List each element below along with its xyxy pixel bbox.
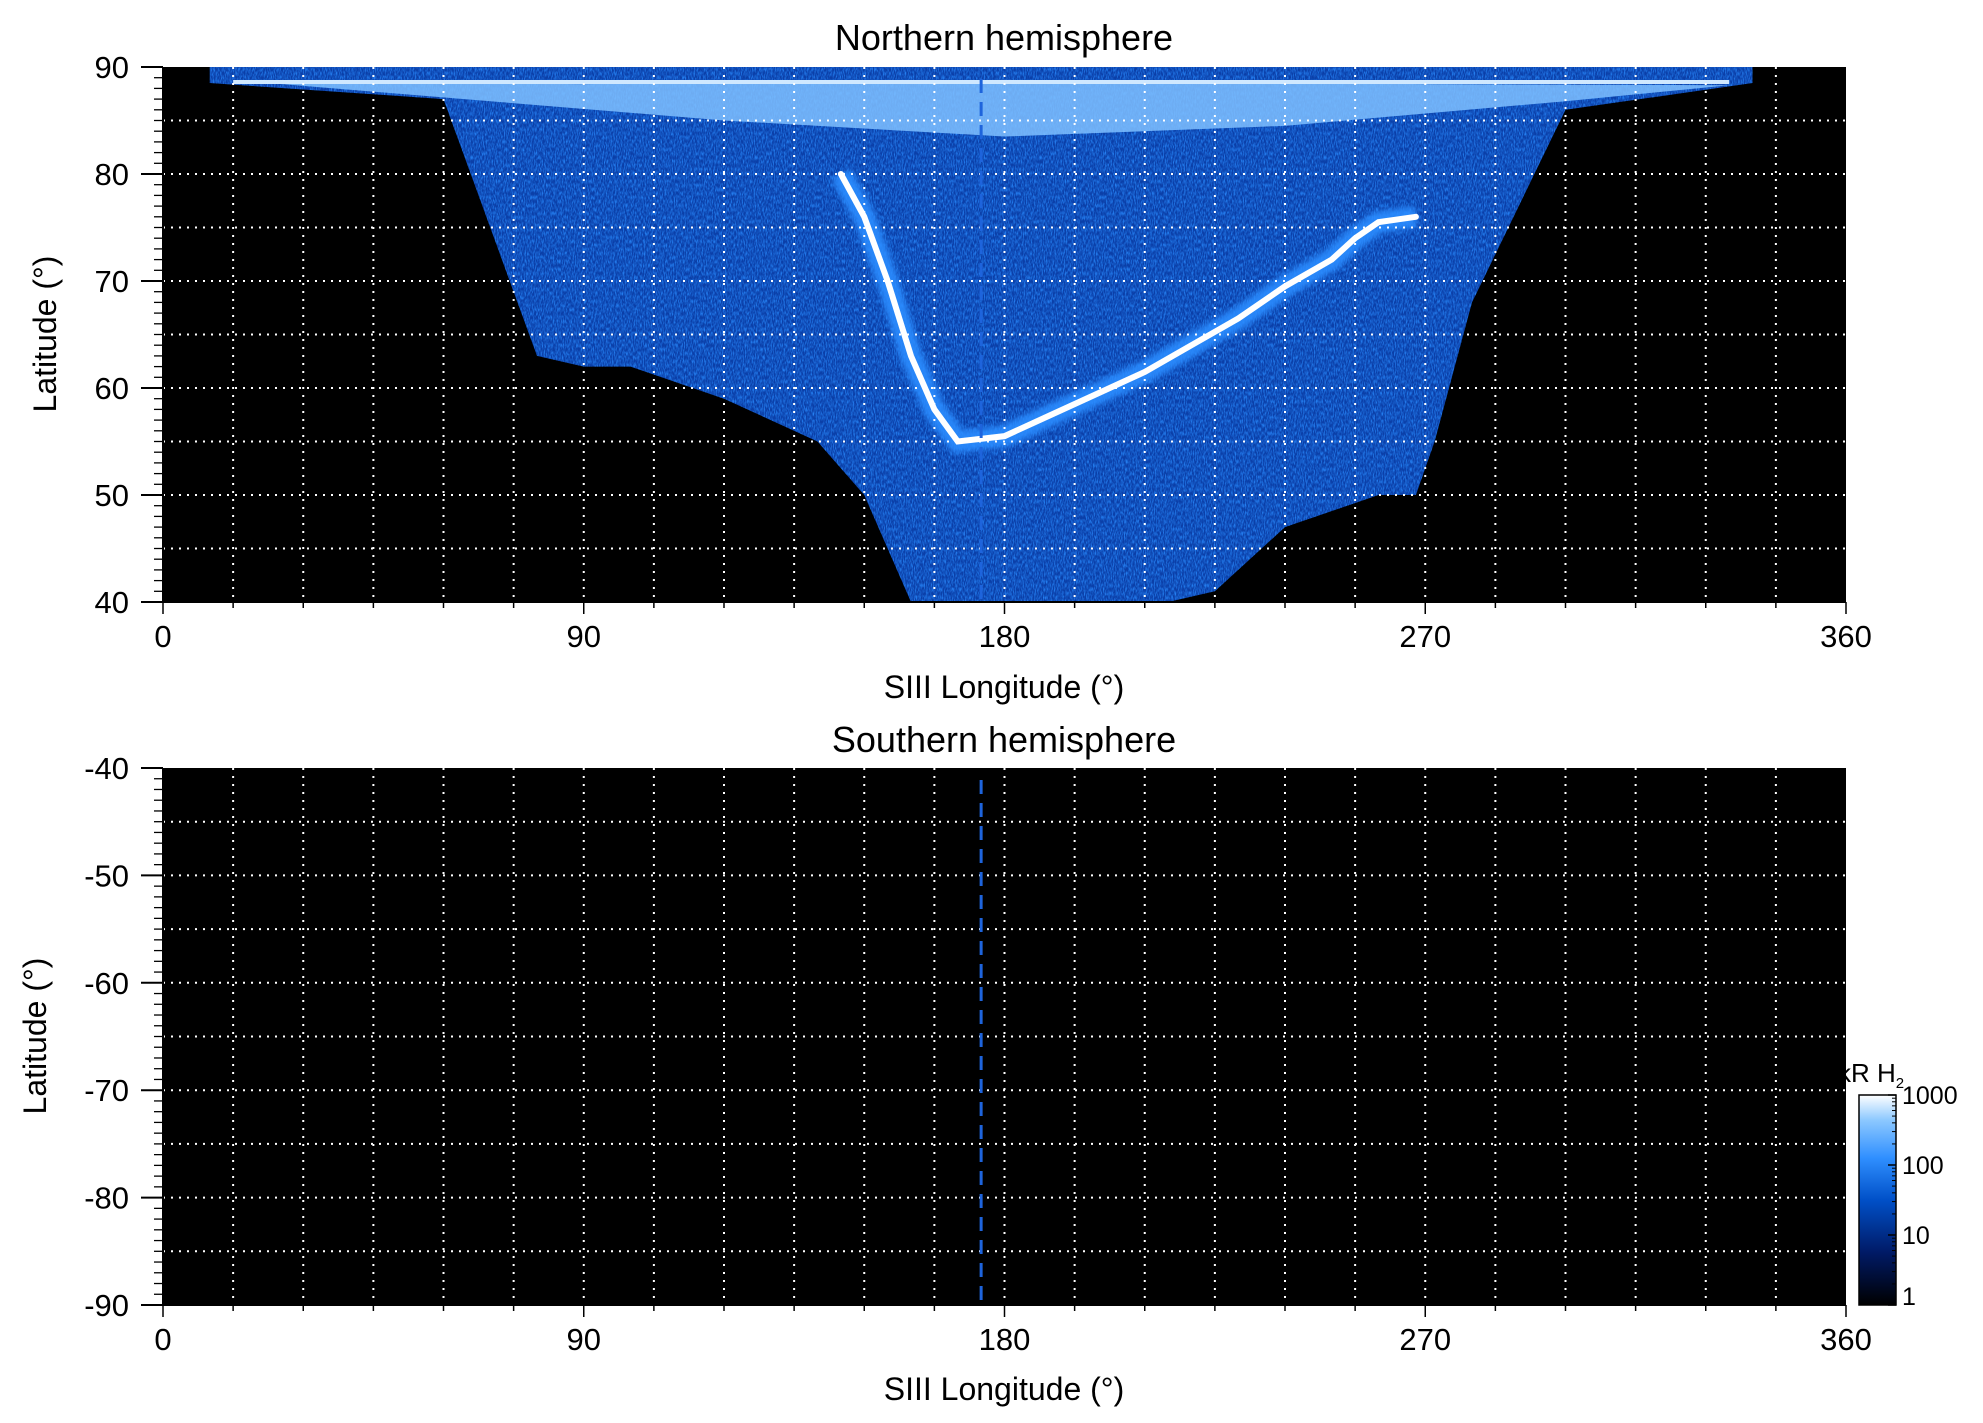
southern-grid <box>163 768 1846 1305</box>
southern-x-tick-label: 360 <box>1820 1322 1872 1357</box>
polar-cap-band <box>256 79 1730 137</box>
southern-x-tick-label: 0 <box>154 1322 171 1357</box>
colorbar-tick-label: 10 <box>1902 1222 1930 1250</box>
southern-y-axis-label: Latitude (°) <box>17 958 53 1115</box>
colorbar: kR H2 1 10 100 1000 <box>1838 1058 1958 1311</box>
northern-y-tick-label: 70 <box>95 264 129 299</box>
northern-y-tick-label: 40 <box>95 585 129 620</box>
northern-main-oval <box>831 168 1419 454</box>
main-oval-line <box>837 171 1419 445</box>
southern-x-tick-label: 180 <box>979 1322 1031 1357</box>
northern-x-axis-label: SIII Longitude (°) <box>884 669 1124 705</box>
southern-axes: 0 90 180 270 360 -40 -50 -60 -70 -80 -90 <box>84 751 1872 1357</box>
colorbar-label-main: kR H <box>1838 1058 1896 1088</box>
northern-panel: Northern hemisphere 0 90 180 270 360 40 50 60 70… <box>27 17 1872 705</box>
colorbar-gradient <box>1858 1094 1897 1306</box>
northern-y-axis-label: Latitude (°) <box>27 256 63 413</box>
northern-y-tick-label: 60 <box>95 371 129 406</box>
northern-y-tick-label: 50 <box>95 478 129 513</box>
northern-axes: 0 90 180 270 360 40 50 60 70 80 90 <box>95 50 1872 654</box>
southern-y-tick-label: -50 <box>84 858 129 893</box>
colorbar-ticks: 1 10 100 1000 <box>1888 1082 1958 1311</box>
northern-x-tick-label: 360 <box>1820 619 1872 654</box>
northern-y-tick-label: 90 <box>95 50 129 85</box>
colorbar-tick-label: 1000 <box>1902 1082 1958 1110</box>
northern-y-tick-label: 80 <box>95 157 129 192</box>
southern-panel: Southern hemisphere 0 90 180 270 360 -40 -50 -6… <box>17 719 1872 1407</box>
northern-x-tick-label: 180 <box>979 619 1031 654</box>
southern-x-tick-label: 270 <box>1399 1322 1451 1357</box>
northern-title: Northern hemisphere <box>835 17 1173 58</box>
colorbar-tick-label: 100 <box>1902 1152 1944 1180</box>
colorbar-label-sub: 2 <box>1896 1075 1904 1092</box>
southern-y-tick-label: -70 <box>84 1073 129 1108</box>
southern-y-tick-label: -40 <box>84 751 129 786</box>
southern-title: Southern hemisphere <box>832 719 1176 760</box>
colorbar-tick-label: 1 <box>1902 1283 1916 1311</box>
southern-x-tick-label: 90 <box>567 1322 601 1357</box>
southern-y-tick-label: -90 <box>84 1288 129 1323</box>
colorbar-label: kR H2 <box>1838 1058 1904 1092</box>
northern-x-tick-label: 270 <box>1399 619 1451 654</box>
southern-x-axis-label: SIII Longitude (°) <box>884 1371 1124 1407</box>
northern-grid <box>163 67 1846 602</box>
northern-x-tick-label: 0 <box>154 619 171 654</box>
northern-x-tick-label: 90 <box>567 619 601 654</box>
southern-y-tick-label: -60 <box>84 966 129 1001</box>
southern-y-tick-label: -80 <box>84 1181 129 1216</box>
